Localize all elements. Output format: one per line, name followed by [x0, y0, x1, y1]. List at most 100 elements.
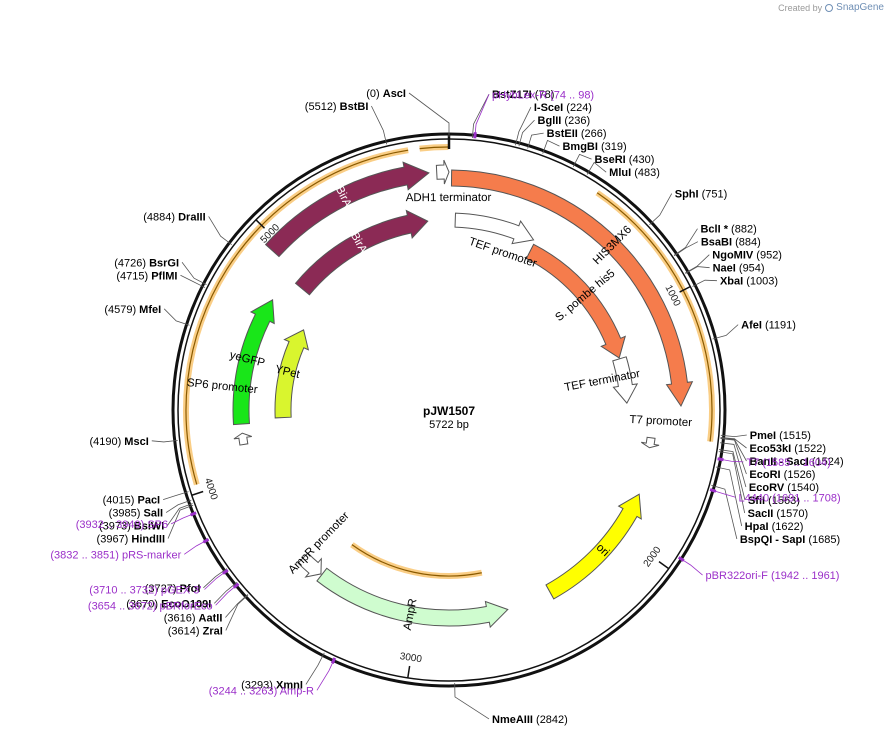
feature-yegfp[interactable] — [232, 298, 275, 426]
site-bstz17i[interactable]: BstZ17I (78) — [492, 89, 554, 101]
site-eco53ki[interactable]: Eco53kI (1522) — [750, 443, 826, 455]
site-name: PfoI — [180, 583, 201, 595]
site-bsabi[interactable]: BsaBI (884) — [701, 237, 761, 249]
primer-mark-phyblex-r — [473, 132, 477, 139]
credit-brand: SnapGene — [836, 2, 884, 13]
tick-1000 — [679, 285, 691, 293]
site-bcli[interactable]: BclI * (882) — [700, 224, 756, 236]
primer-t7[interactable]: T7 (1585 .. 1604) — [746, 457, 830, 469]
connector-phyblex-r — [474, 94, 490, 139]
site-hpai[interactable]: HpaI (1622) — [745, 521, 804, 533]
feature-tef-prom[interactable] — [454, 212, 535, 245]
site-name: ZraI — [203, 625, 223, 637]
feature-birA-outer[interactable] — [264, 161, 430, 258]
site-sphi[interactable]: SphI (751) — [675, 189, 728, 201]
site-sacii[interactable]: SacII (1570) — [748, 508, 809, 520]
primer-range: Amp-R — [280, 685, 314, 697]
primer-l4440[interactable]: L4440 (1691 .. 1708) — [739, 492, 841, 504]
site-pos: (1622) — [769, 521, 804, 533]
feature-ampr[interactable] — [316, 567, 509, 629]
site-nmeaiii[interactable]: NmeAIII (2842) — [492, 714, 568, 726]
primer-phyblex-r[interactable]: pHybLex-R (74 .. 98) — [492, 89, 594, 101]
site-xmni[interactable]: (3293) XmnI — [241, 679, 303, 691]
site-bstbi[interactable]: (5512) BstBI — [305, 101, 369, 113]
site-paci[interactable]: (4015) PacI — [103, 495, 161, 507]
site-pos: (1524) — [809, 456, 844, 468]
site-sali[interactable]: (3985) SalI — [109, 508, 163, 520]
site-aatii[interactable]: (3616) AatII — [164, 612, 223, 624]
feature-ampr-prom[interactable] — [297, 552, 322, 578]
primer-amp-r[interactable]: (3244 .. 3263) Amp-R — [209, 685, 314, 697]
site-i-scei[interactable]: I-SceI (224) — [534, 102, 592, 114]
site-bmgbi[interactable]: BmgBI (319) — [562, 141, 626, 153]
site-ecoo109i[interactable]: (3670) EcoO109I — [126, 598, 211, 610]
site-asci[interactable]: (0) AscI — [366, 88, 406, 100]
primer-pbr322ori-f[interactable]: pBR322ori-F (1942 .. 1961) — [706, 570, 840, 582]
primer-pgex-3[interactable]: (3710 .. 3732) pGEX 3' — [89, 585, 201, 597]
primer-name: (3932 .. 3949) — [76, 519, 148, 531]
site-afei[interactable]: AfeI (1191) — [741, 320, 796, 332]
connector-hpai — [715, 466, 743, 527]
primer-name: T7 — [746, 457, 762, 469]
site-bseri[interactable]: BseRI (430) — [595, 154, 655, 166]
site-name: BglII — [538, 115, 562, 127]
site-pos: (952) — [753, 250, 782, 262]
feature-sp6[interactable] — [233, 432, 252, 446]
site-bsteii[interactable]: BstEII (266) — [547, 128, 607, 140]
site-ecori[interactable]: EcoRI (1526) — [749, 469, 815, 481]
tick-label-4000: 4000 — [202, 477, 220, 502]
feature-ypet[interactable] — [274, 329, 310, 419]
feature-ori[interactable] — [545, 493, 642, 600]
feature-spombe[interactable] — [525, 243, 626, 359]
snapgene-credit: Created by SnapGene — [778, 2, 884, 13]
site-pos: (5512) — [305, 101, 340, 113]
site-bsrgi[interactable]: (4726) BsrGI — [114, 257, 179, 269]
site-name: AfeI — [741, 320, 762, 332]
site-xbai[interactable]: XbaI (1003) — [720, 276, 778, 288]
feature-birA-inner[interactable] — [294, 209, 429, 296]
site-pos: (1191) — [762, 320, 796, 332]
site-pmei[interactable]: PmeI (1515) — [750, 430, 811, 442]
site-pflmi[interactable]: (4715) PflMI — [116, 270, 177, 282]
site-name: SphI — [675, 189, 699, 201]
site-bspqi-sapi[interactable]: BspQI - SapI (1685) — [740, 534, 840, 546]
primer-pbrforeco[interactable]: (3654 .. 3672) pBRforEco — [88, 600, 213, 612]
site-pos: (1570) — [773, 508, 808, 520]
site-zrai[interactable]: (3614) ZraI — [168, 625, 223, 637]
plasmid-name: pJW1507 — [423, 404, 475, 418]
connector-bsrgi — [181, 262, 207, 285]
connector-msci — [151, 439, 178, 443]
primer-sp6[interactable]: (3932 .. 3949) SP6 — [76, 519, 168, 531]
site-name: SacII — [748, 508, 774, 520]
connector-ecorv — [719, 442, 747, 488]
site-sfii[interactable]: SfiI (1563) — [748, 495, 800, 507]
site-msci[interactable]: (4190) MscI — [89, 436, 148, 448]
site-pos: (3973) — [99, 521, 134, 533]
orange-highlight-line-1 — [185, 149, 409, 485]
site-mlui[interactable]: MluI (483) — [609, 167, 660, 179]
connector-sfii — [719, 449, 746, 501]
site-pfoi[interactable]: (3727) PfoI — [145, 583, 201, 595]
site-ecorv[interactable]: EcoRV (1540) — [749, 482, 819, 494]
site-bsiwi[interactable]: (3973) BsiWI — [99, 521, 164, 533]
site-bglii[interactable]: BglII (236) — [538, 115, 591, 127]
site-mfei[interactable]: (4579) MfeI — [104, 304, 161, 316]
site-naei[interactable]: NaeI (954) — [713, 263, 765, 275]
feature-his3mx6[interactable] — [450, 169, 694, 408]
primers: pHybLex-R (74 .. 98) T7 (1585 .. 1604) L44… — [50, 89, 840, 697]
site-banii-saci[interactable]: BanII - SacI (1524) — [749, 456, 843, 468]
site-draiii[interactable]: (4884) DraIII — [143, 211, 205, 223]
site-pos: (3616) — [164, 612, 199, 624]
primer-prs-marker[interactable]: (3832 .. 3851) pRS-marker — [50, 549, 181, 561]
connector-banii-saci — [720, 437, 747, 462]
site-ngomiv[interactable]: NgoMIV (952) — [712, 250, 782, 262]
connector-hindiii — [167, 504, 194, 539]
feature-adh1-term[interactable] — [435, 159, 450, 185]
feature-t7[interactable] — [641, 436, 660, 449]
site-hindiii[interactable]: (3967) HindIII — [97, 534, 165, 546]
primer-mark-pbrforeco — [232, 582, 240, 589]
site-name: PflMI — [151, 270, 177, 282]
site-name: EcoO109I — [161, 598, 211, 610]
feature-tef-term[interactable] — [612, 356, 639, 404]
